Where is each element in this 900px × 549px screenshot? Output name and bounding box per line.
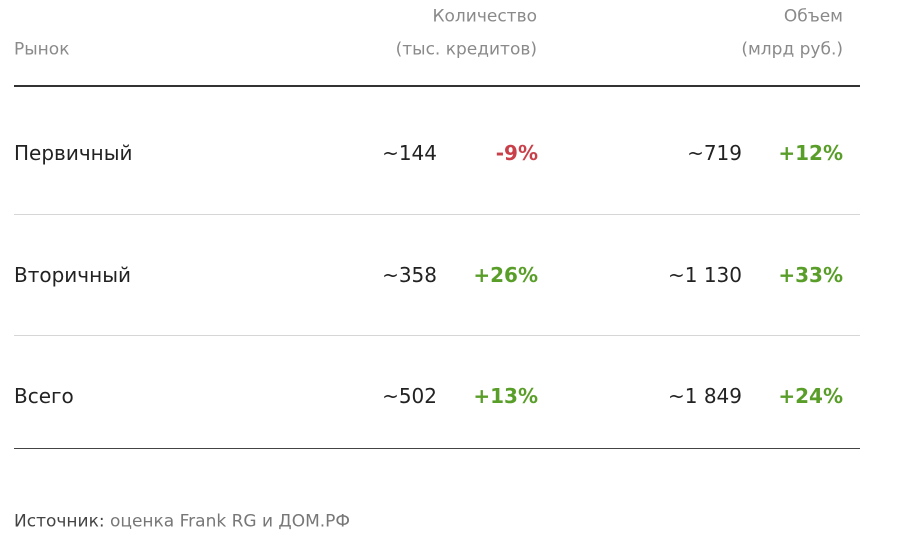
row-market: Вторичный	[14, 262, 131, 287]
row-count: ~144	[382, 141, 437, 165]
row-volume: ~719	[687, 141, 742, 165]
source: Источник: оценка Frank RG и ДОМ.РФ	[14, 511, 351, 532]
bottom-rule	[14, 448, 860, 449]
header-count: Количество	[432, 6, 537, 27]
row-count-change: +13%	[473, 384, 538, 408]
source-text: оценка Frank RG и ДОМ.РФ	[109, 511, 351, 532]
header-rule	[14, 85, 860, 87]
row-market: Первичный	[14, 141, 133, 165]
row-count-change: +26%	[473, 262, 538, 287]
header-volume-unit: (млрд руб.)	[741, 39, 843, 60]
row-volume: ~1 849	[667, 384, 742, 408]
header-count-unit: (тыс. кредитов)	[395, 39, 537, 60]
header-volume: Объем	[783, 6, 843, 27]
row-volume-change: +12%	[778, 141, 843, 165]
row-volume-change: +33%	[778, 262, 843, 287]
row-volume-change: +24%	[778, 384, 843, 408]
source-label: Источник:	[14, 511, 105, 532]
row-separator	[14, 335, 860, 337]
row-count: ~502	[382, 384, 437, 408]
header-market: Рынок	[14, 39, 70, 60]
row-count-change: -9%	[495, 141, 538, 165]
row-market: Всего	[14, 384, 74, 408]
row-separator	[14, 213, 860, 215]
row-count: ~358	[382, 262, 437, 287]
row-volume: ~1 130	[667, 262, 742, 287]
